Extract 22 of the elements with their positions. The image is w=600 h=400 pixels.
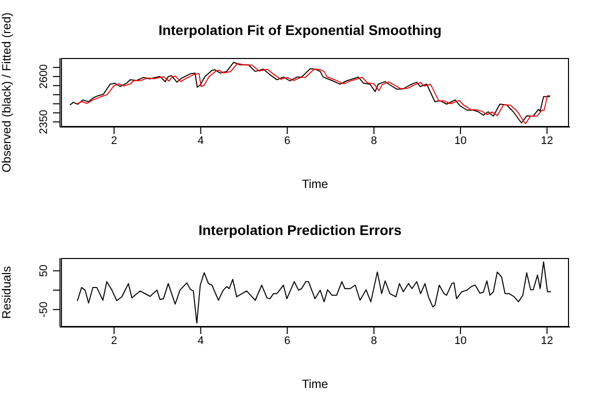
chart-title: Interpolation Prediction Errors	[197, 222, 403, 238]
y-axis-title: Observed (black) / Fitted (red)	[0, 12, 14, 173]
x-tick-label: 2	[111, 134, 118, 147]
x-tick-label: 6	[284, 334, 290, 347]
x-tick-label: 10	[454, 334, 467, 347]
x-tick-label: 4	[198, 334, 204, 347]
y-tick-label: 2350	[38, 110, 50, 134]
x-axis-title: Time	[302, 377, 328, 391]
x-tick-label: 10	[454, 134, 467, 147]
y-tick-label: -50	[38, 302, 50, 318]
x-tick-label: 2	[111, 334, 118, 347]
x-axis-title: Time	[302, 177, 328, 191]
x-tick-label: 12	[540, 134, 554, 147]
x-tick-label: 8	[370, 134, 377, 147]
chart-title: Interpolation Fit of Exponential Smoothing	[158, 22, 442, 38]
y-axis-title: Residuals	[0, 266, 14, 319]
y-tick-label: 2600	[38, 64, 50, 89]
x-tick-label: 8	[370, 334, 377, 347]
y-tick-label: 50	[38, 264, 50, 277]
x-tick-label: 6	[284, 134, 290, 147]
x-tick-label: 4	[198, 134, 204, 147]
x-tick-label: 12	[540, 334, 554, 347]
